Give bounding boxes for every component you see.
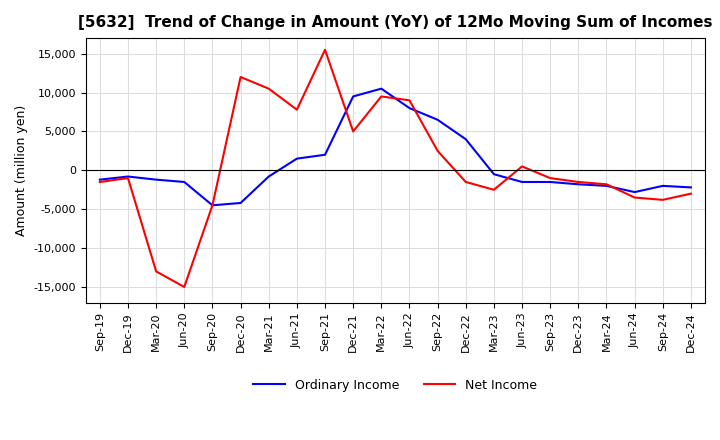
Title: [5632]  Trend of Change in Amount (YoY) of 12Mo Moving Sum of Incomes: [5632] Trend of Change in Amount (YoY) o… <box>78 15 713 30</box>
Net Income <box>405 98 414 103</box>
Ordinary Income <box>574 182 582 187</box>
Y-axis label: Amount (million yen): Amount (million yen) <box>15 105 28 236</box>
Ordinary Income <box>602 183 611 188</box>
Net Income <box>349 129 358 134</box>
Net Income <box>546 176 554 181</box>
Ordinary Income <box>518 180 526 185</box>
Net Income <box>124 176 132 181</box>
Ordinary Income <box>264 174 273 179</box>
Line: Net Income: Net Income <box>100 50 691 287</box>
Legend: Ordinary Income, Net Income: Ordinary Income, Net Income <box>248 374 542 397</box>
Net Income <box>377 94 386 99</box>
Ordinary Income <box>236 200 245 205</box>
Net Income <box>574 180 582 185</box>
Net Income <box>292 107 301 112</box>
Ordinary Income <box>490 172 498 177</box>
Ordinary Income <box>124 174 132 179</box>
Net Income <box>462 180 470 185</box>
Net Income <box>659 197 667 202</box>
Net Income <box>433 148 442 154</box>
Net Income <box>602 182 611 187</box>
Net Income <box>518 164 526 169</box>
Line: Ordinary Income: Ordinary Income <box>100 88 691 205</box>
Net Income <box>208 203 217 208</box>
Net Income <box>320 47 329 52</box>
Ordinary Income <box>433 117 442 122</box>
Net Income <box>96 180 104 185</box>
Net Income <box>236 74 245 80</box>
Net Income <box>630 195 639 200</box>
Net Income <box>490 187 498 192</box>
Ordinary Income <box>180 180 189 185</box>
Ordinary Income <box>687 185 696 190</box>
Ordinary Income <box>377 86 386 91</box>
Ordinary Income <box>349 94 358 99</box>
Net Income <box>264 86 273 91</box>
Ordinary Income <box>152 177 161 182</box>
Ordinary Income <box>546 180 554 185</box>
Net Income <box>687 191 696 196</box>
Ordinary Income <box>96 177 104 182</box>
Ordinary Income <box>292 156 301 161</box>
Net Income <box>152 269 161 274</box>
Ordinary Income <box>208 203 217 208</box>
Ordinary Income <box>630 190 639 195</box>
Ordinary Income <box>405 106 414 111</box>
Net Income <box>180 284 189 290</box>
Ordinary Income <box>462 136 470 142</box>
Ordinary Income <box>320 152 329 158</box>
Ordinary Income <box>659 183 667 188</box>
